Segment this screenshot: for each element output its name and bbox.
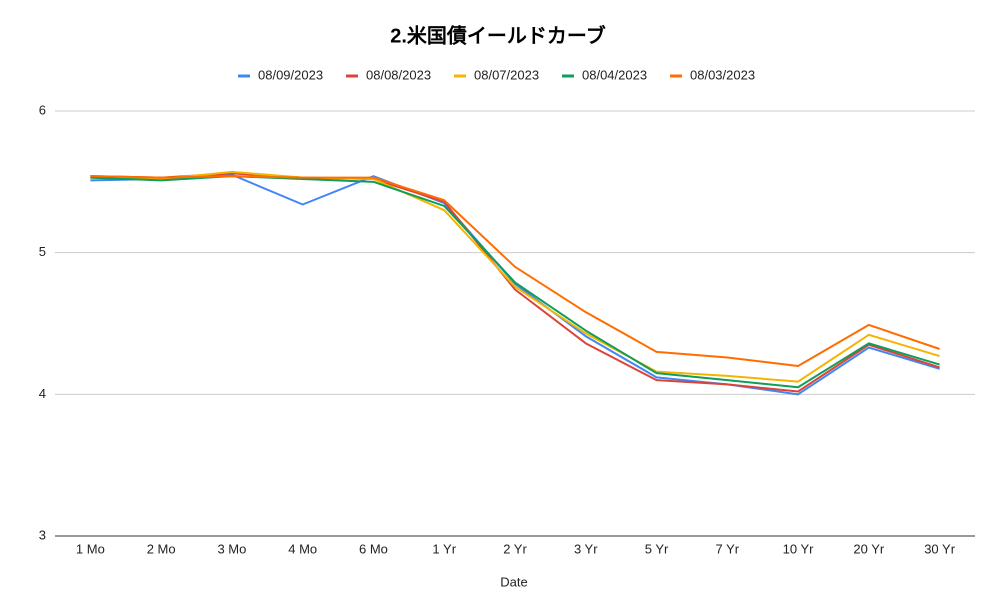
legend-label: 08/04/2023	[582, 67, 647, 82]
x-tick-label: 6 Mo	[359, 541, 388, 556]
series-line	[90, 175, 940, 367]
x-tick-label: 2 Yr	[503, 541, 527, 556]
x-tick-label: 3 Yr	[574, 541, 598, 556]
legend-label: 08/08/2023	[366, 67, 431, 82]
x-tick-label: 20 Yr	[853, 541, 885, 556]
x-tick-label: 4 Mo	[288, 541, 317, 556]
x-tick-label: 7 Yr	[716, 541, 740, 556]
series-line	[90, 170, 940, 383]
x-tick-label: 10 Yr	[783, 541, 815, 556]
y-tick-label: 3	[39, 527, 46, 542]
x-tick-label: 30 Yr	[924, 541, 956, 556]
y-tick-label: 5	[39, 244, 46, 259]
chart-title: 2.米国債イールドカーブ	[390, 23, 605, 47]
x-tick-label: 2 Mo	[147, 541, 176, 556]
x-tick-label: 5 Yr	[645, 541, 669, 556]
legend-label: 08/03/2023	[690, 67, 755, 82]
legend-label: 08/09/2023	[258, 67, 323, 82]
legend-label: 08/07/2023	[474, 67, 539, 82]
x-tick-label: 3 Mo	[217, 541, 246, 556]
y-tick-label: 4	[39, 386, 46, 401]
x-axis-label: Date	[500, 574, 527, 589]
x-tick-label: 1 Yr	[432, 541, 456, 556]
series-line	[90, 172, 940, 393]
y-tick-label: 6	[39, 102, 46, 117]
series-line	[90, 173, 940, 396]
series-line	[90, 175, 940, 389]
x-tick-label: 1 Mo	[76, 541, 105, 556]
